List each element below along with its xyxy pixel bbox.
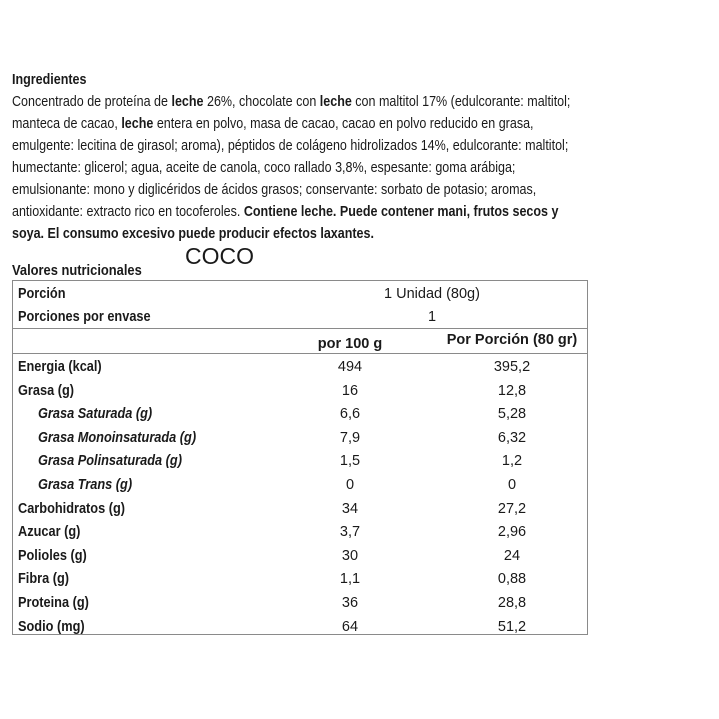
ingredients-text: Concentrado de proteína de <box>12 93 172 110</box>
ingredients-text: leche <box>121 115 154 132</box>
nutrient-label: Grasa Monoinsaturada (g) <box>38 429 197 446</box>
ingredients-text: manteca de cacao, <box>12 115 122 132</box>
nutrient-label: Fibra (g) <box>18 571 70 588</box>
nutrient-label: Grasa Trans (g) <box>38 477 133 493</box>
header-row: por 100 g Por Porción (80 gr) <box>12 331 588 353</box>
nutrient-row: Grasa Polinsaturada (g) 1,5 1,2 <box>12 450 588 472</box>
value-per-portion: 6,32 <box>497 429 527 446</box>
nutrient-row: Energia (kcal) 494 395,2 <box>12 356 588 378</box>
ingredients-line: humectante: glicerol; agua, aceite de ca… <box>12 158 515 178</box>
value-per-portion: 395,2 <box>493 359 531 375</box>
value-per-100g: 0 <box>345 477 355 493</box>
nutrient-label: Carbohidratos (g) <box>18 500 126 517</box>
ingredients-line: Concentrado de proteína de leche 26%, ch… <box>12 92 570 112</box>
nutrient-row: Azucar (g) 3,7 2,96 <box>12 521 588 543</box>
value-per-100g: 7,9 <box>339 429 361 446</box>
value-per-portion: 24 <box>503 547 521 564</box>
col-header-portion: Por Porción (80 gr) <box>446 332 578 348</box>
nutrient-label: Sodio (mg) <box>18 618 85 635</box>
ingredients-text: humectante: glicerol; agua, aceite de ca… <box>12 159 516 176</box>
value-per-portion: 0 <box>507 477 517 493</box>
value-per-100g: 36 <box>341 595 359 611</box>
portion-row: Porción 1 Unidad (80g) <box>12 283 588 305</box>
nutrient-row: Proteina (g) 36 28,8 <box>12 592 588 614</box>
portion-label: Porción <box>18 286 66 302</box>
ingredients-text: leche <box>319 93 352 110</box>
value-per-portion: 5,28 <box>497 406 527 423</box>
value-per-100g: 16 <box>341 382 359 399</box>
ingredients-line: antioxidante: extracto rico en tocoferol… <box>12 202 558 222</box>
value-per-100g: 3,7 <box>339 524 361 541</box>
table-divider <box>12 353 588 354</box>
nutrient-row: Sodio (mg) 64 51,2 <box>12 616 588 638</box>
value-per-100g: 1,1 <box>339 571 361 588</box>
nutrient-label: Proteina (g) <box>18 595 89 611</box>
value-per-100g: 64 <box>341 618 359 635</box>
ingredients-text: con maltitol 17% (edulcorante: maltitol; <box>351 93 571 110</box>
ingredients-text: Contiene leche. Puede contener mani, fru… <box>243 203 559 220</box>
value-per-100g: 494 <box>337 359 363 375</box>
ingredients-line: emulgente: lecitina de girasol; aroma), … <box>12 136 568 156</box>
nutrition-title: Valores nutricionales <box>12 262 142 279</box>
nutrient-label: Polioles (g) <box>18 547 87 564</box>
value-per-100g: 34 <box>341 500 359 517</box>
nutrient-row: Polioles (g) 30 24 <box>12 545 588 567</box>
flavor-label: COCO <box>185 243 254 269</box>
ingredients-text: emulgente: lecitina de girasol; aroma), … <box>12 137 569 154</box>
nutrition-table <box>12 280 588 635</box>
servings-label: Porciones por envase <box>18 309 151 325</box>
nutrient-row: Grasa (g) 16 12,8 <box>12 380 588 402</box>
ingredients-text: entera en polvo, masa de cacao, cacao en… <box>153 115 534 132</box>
value-per-100g: 30 <box>341 547 359 564</box>
ingredients-text: leche <box>171 93 204 110</box>
nutrient-row: Carbohidratos (g) 34 27,2 <box>12 498 588 520</box>
table-divider <box>12 328 588 329</box>
ingredients-title: Ingredientes <box>12 71 87 88</box>
value-per-portion: 0,88 <box>497 571 527 588</box>
nutrient-row: Grasa Monoinsaturada (g) 7,9 6,32 <box>12 427 588 449</box>
ingredients-text: soya. El consumo excesivo puede producir… <box>12 225 374 242</box>
nutrient-label: Azucar (g) <box>18 524 81 541</box>
nutrient-row: Grasa Trans (g) 0 0 <box>12 474 588 496</box>
value-per-100g: 6,6 <box>339 406 361 423</box>
value-per-portion: 12,8 <box>497 382 527 399</box>
ingredients-line: manteca de cacao, leche entera en polvo,… <box>12 114 534 134</box>
nutrient-label: Grasa (g) <box>18 382 75 399</box>
ingredients-line: emulsionante: mono y diglicéridos de áci… <box>12 180 536 200</box>
servings-row: Porciones por envase 1 <box>12 306 588 328</box>
value-per-100g: 1,5 <box>339 453 361 470</box>
ingredients-text: 26%, chocolate con <box>203 93 320 110</box>
nutrient-row: Grasa Saturada (g) 6,6 5,28 <box>12 403 588 425</box>
value-per-portion: 51,2 <box>497 618 527 635</box>
nutrient-row: Fibra (g) 1,1 0,88 <box>12 568 588 590</box>
col-header-100g: por 100 g <box>317 336 383 352</box>
ingredients-line: soya. El consumo excesivo puede producir… <box>12 224 374 244</box>
portion-value: 1 Unidad (80g) <box>384 286 480 302</box>
value-per-portion: 27,2 <box>497 500 527 517</box>
nutrient-label: Energia (kcal) <box>18 359 102 375</box>
ingredients-text: antioxidante: extracto rico en tocoferol… <box>12 203 244 220</box>
servings-value: 1 <box>427 309 437 325</box>
ingredients-text: emulsionante: mono y diglicéridos de áci… <box>12 181 537 198</box>
nutrient-label: Grasa Polinsaturada (g) <box>38 453 182 470</box>
nutrient-label: Grasa Saturada (g) <box>38 406 153 423</box>
value-per-portion: 1,2 <box>501 453 523 470</box>
value-per-portion: 2,96 <box>497 524 527 541</box>
value-per-portion: 28,8 <box>497 595 527 611</box>
